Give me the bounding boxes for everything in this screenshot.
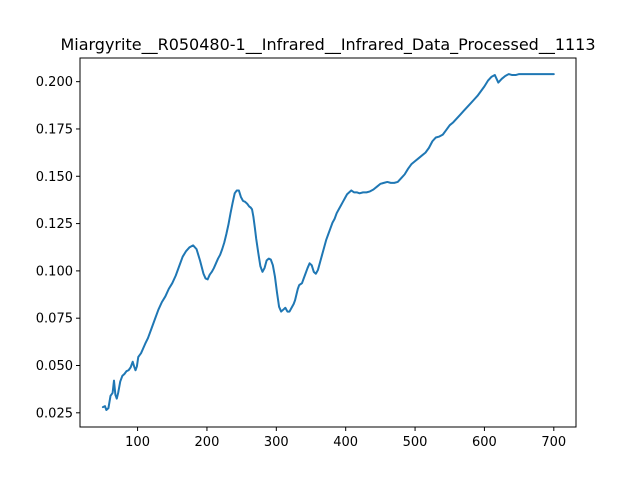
- axes: 100 200 300 400 500 600 700 0.025 0.050 0.075 0.10…: [36, 57, 577, 450]
- y-tick-label: 0.175: [36, 122, 73, 137]
- axes-frame: [79, 57, 577, 428]
- y-tick-label: 0.125: [36, 217, 73, 232]
- chart-title: Miargyrite__R050480-1__Infrared__Infrare…: [60, 35, 595, 55]
- y-tick-label: 0.075: [36, 312, 73, 327]
- x-tick-label: 500: [403, 435, 428, 450]
- series-line-0: [101, 73, 555, 411]
- x-tick-label: 400: [333, 435, 358, 450]
- y-tick-label: 0.150: [36, 170, 73, 185]
- x-tick-label: 700: [541, 435, 566, 450]
- y-tick-label: 0.025: [36, 406, 73, 421]
- x-tick-label: 300: [264, 435, 289, 450]
- y-tick-label: 0.050: [36, 359, 73, 374]
- x-tick-label: 200: [195, 435, 220, 450]
- y-tick-label: 0.100: [36, 264, 73, 279]
- plot-area: [101, 73, 555, 411]
- y-tick-label: 0.200: [36, 75, 73, 90]
- x-tick-label: 600: [472, 435, 497, 450]
- x-tick-label: 100: [125, 435, 150, 450]
